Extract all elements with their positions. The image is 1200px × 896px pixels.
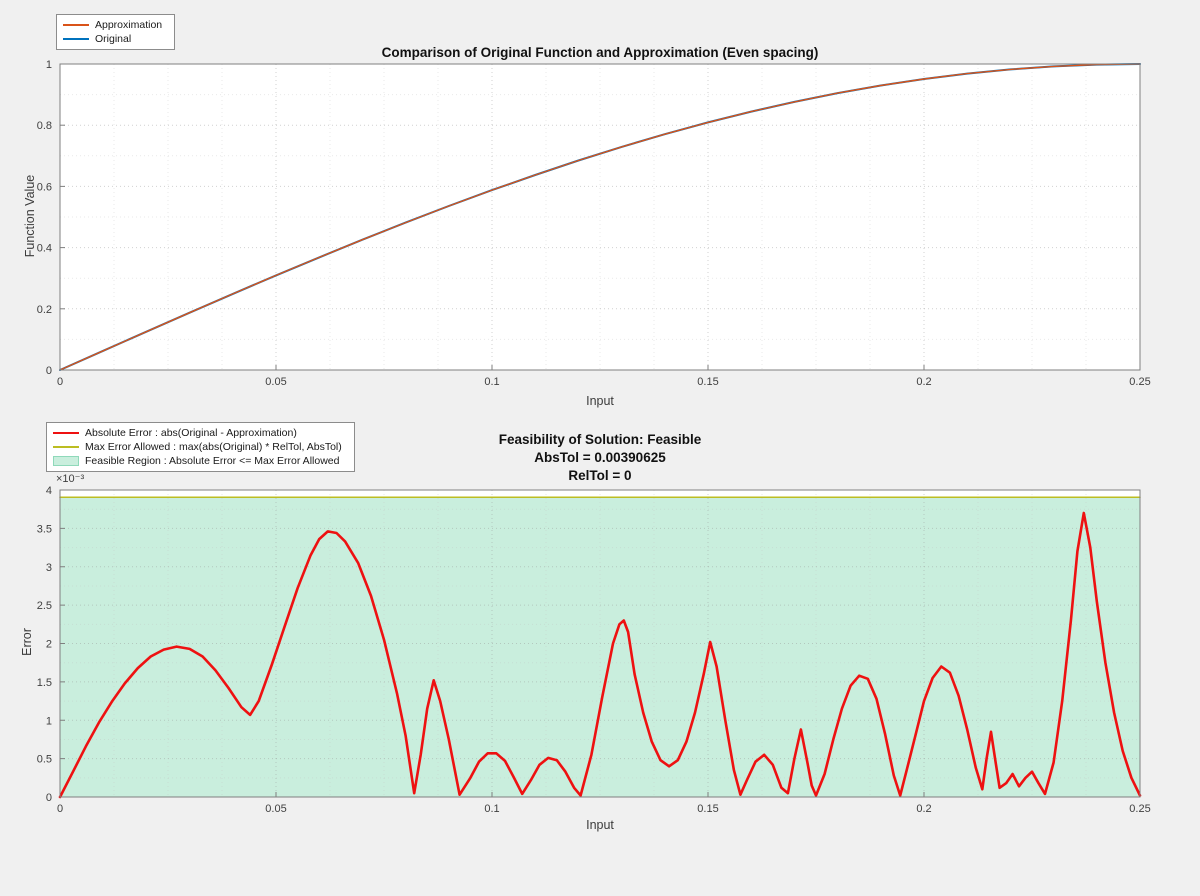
svg-text:0.6: 0.6 xyxy=(37,181,52,193)
svg-text:0: 0 xyxy=(46,365,52,377)
svg-text:2: 2 xyxy=(46,639,52,651)
max-error-line-swatch xyxy=(53,446,79,448)
svg-text:0.1: 0.1 xyxy=(484,803,499,815)
legend-label: Approximation xyxy=(95,19,163,31)
svg-text:0.2: 0.2 xyxy=(37,304,52,316)
svg-text:0.15: 0.15 xyxy=(697,376,718,388)
svg-text:0.2: 0.2 xyxy=(916,803,931,815)
legend-item-approximation: Approximation xyxy=(63,18,162,32)
svg-text:2.5: 2.5 xyxy=(37,600,52,612)
svg-text:0.4: 0.4 xyxy=(37,243,52,255)
svg-text:0.15: 0.15 xyxy=(697,803,718,815)
chart2-title-line3: RelTol = 0 xyxy=(568,468,632,483)
svg-text:0: 0 xyxy=(57,803,63,815)
chart1-xlabel: Input xyxy=(586,394,614,408)
svg-text:0.2: 0.2 xyxy=(916,376,931,388)
chart2-ylabel: Error xyxy=(20,628,34,656)
legend-item-original: Original xyxy=(63,32,162,46)
absolute-error-line-swatch xyxy=(53,432,79,434)
svg-text:4: 4 xyxy=(46,485,52,497)
chart2-title-line2: AbsTol = 0.00390625 xyxy=(534,450,666,465)
legend-item-absolute-error: Absolute Error : abs(Original - Approxim… xyxy=(53,426,342,440)
svg-text:3: 3 xyxy=(46,562,52,574)
error-feasibility-plot: 0 0.05 0.1 0.15 0.2 0.25 0 0.5 1 1.5 2 2.5 3 3.5 4 ×10⁻… xyxy=(37,473,1151,815)
svg-text:1.5: 1.5 xyxy=(37,677,52,689)
svg-text:0.25: 0.25 xyxy=(1129,376,1150,388)
legend-label: Absolute Error : abs(Original - Approxim… xyxy=(85,427,297,439)
svg-text:0.25: 0.25 xyxy=(1129,803,1150,815)
svg-text:0.8: 0.8 xyxy=(37,120,52,132)
legend-error-plot: Absolute Error : abs(Original - Approxim… xyxy=(46,422,355,472)
chart1-ylabel: Function Value xyxy=(23,174,37,258)
chart2-xlabel: Input xyxy=(586,818,614,832)
chart1-title: Comparison of Original Function and Appr… xyxy=(381,45,819,60)
legend-label: Max Error Allowed : max(abs(Original) * … xyxy=(85,441,342,453)
legend-item-max-error: Max Error Allowed : max(abs(Original) * … xyxy=(53,440,342,454)
legend-label: Feasible Region : Absolute Error <= Max … xyxy=(85,455,340,467)
feasible-region-patch-swatch xyxy=(53,456,79,466)
function-comparison-plot: 0 0.05 0.1 0.15 0.2 0.25 0 0.2 0.4 0.6 0.8 1 xyxy=(37,59,1151,388)
approximation-line-swatch xyxy=(63,24,89,26)
legend-item-feasible-region: Feasible Region : Absolute Error <= Max … xyxy=(53,454,342,468)
original-line-swatch xyxy=(63,38,89,40)
svg-text:0.05: 0.05 xyxy=(265,803,286,815)
svg-text:0.5: 0.5 xyxy=(37,754,52,766)
svg-text:3.5: 3.5 xyxy=(37,523,52,535)
svg-text:0: 0 xyxy=(46,792,52,804)
svg-text:0.1: 0.1 xyxy=(484,376,499,388)
svg-text:×10⁻³: ×10⁻³ xyxy=(56,473,84,485)
legend-label: Original xyxy=(95,33,132,45)
chart2-title-line1: Feasibility of Solution: Feasible xyxy=(498,432,702,447)
legend-function-plot: Approximation Original xyxy=(56,14,176,50)
svg-text:0: 0 xyxy=(57,376,63,388)
svg-text:1: 1 xyxy=(46,59,52,71)
svg-text:0.05: 0.05 xyxy=(265,376,286,388)
svg-text:1: 1 xyxy=(46,715,52,727)
